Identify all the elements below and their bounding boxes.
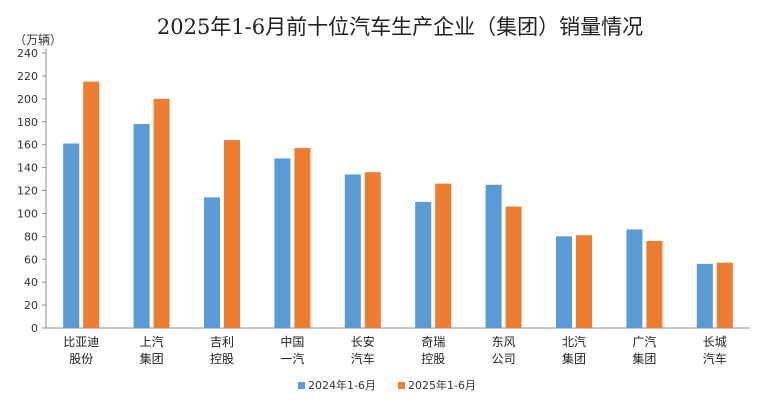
chart-title: 2025年1-6月前十位汽车生产企业（集团）销量情况 — [157, 15, 643, 39]
y-tick-label: 0 — [31, 322, 38, 335]
category-label: 一汽 — [280, 351, 304, 366]
bar-2024-3 — [274, 158, 291, 328]
category-label: 吉利 — [210, 335, 234, 349]
bar-2025-8 — [646, 240, 663, 328]
bar-2025-5 — [435, 183, 452, 328]
category-label: 控股 — [421, 352, 445, 366]
bar-2024-2 — [204, 197, 220, 328]
category-label: 汽车 — [703, 351, 727, 366]
bar-2024-6 — [485, 184, 502, 328]
category-label: 长安 — [351, 334, 375, 349]
y-tick-label: 40 — [24, 276, 38, 289]
category-label: 集团 — [632, 351, 656, 366]
y-tick-label: 20 — [24, 299, 38, 312]
bar-2025-7 — [576, 235, 592, 328]
bar-2025-6 — [505, 206, 522, 328]
bar-2025-0 — [83, 81, 100, 328]
category-label: 汽车 — [351, 351, 375, 366]
bar-2024-0 — [63, 143, 80, 328]
category-label: 集团 — [562, 351, 586, 366]
category-label: 北汽 — [562, 334, 586, 349]
legend-swatch-2024 — [298, 382, 305, 389]
bar-2025-3 — [294, 148, 311, 328]
bars — [63, 81, 733, 329]
category-label: 集团 — [140, 351, 164, 366]
bar-2024-1 — [133, 124, 150, 329]
y-tick-label: 220 — [17, 70, 38, 83]
y-tick-label: 60 — [24, 253, 38, 266]
bar-2025-4 — [364, 172, 381, 328]
bar-2025-1 — [153, 98, 170, 328]
category-label: 长城 — [703, 335, 727, 349]
category-label: 广汽 — [632, 334, 656, 349]
y-unit-label: （万辆） — [14, 33, 62, 47]
legend: 2024年1-6月 2025年1-6月 — [298, 378, 476, 392]
bar-2024-5 — [415, 201, 432, 328]
legend-label-2024: 2024年1-6月 — [308, 378, 376, 392]
bar-2024-8 — [626, 229, 643, 328]
bar-2024-9 — [696, 263, 713, 328]
y-tick-label: 240 — [17, 47, 38, 60]
category-label: 股份 — [69, 352, 93, 366]
category-label: 公司 — [492, 352, 516, 366]
category-label: 比亚迪 — [63, 335, 99, 349]
bar-2025-2 — [224, 140, 240, 328]
y-tick-label: 160 — [17, 139, 38, 152]
y-tick-label: 120 — [17, 185, 38, 198]
y-tick-label: 100 — [17, 207, 38, 220]
legend-label-2025: 2025年1-6月 — [408, 378, 476, 392]
y-tick-label: 80 — [24, 230, 38, 243]
bar-2024-7 — [556, 236, 572, 328]
category-label: 上汽 — [140, 334, 164, 349]
bar-2024-4 — [344, 174, 361, 328]
y-tick-label: 200 — [17, 93, 38, 106]
category-label: 中国 — [280, 334, 304, 349]
bar-2025-9 — [716, 262, 733, 328]
category-label: 控股 — [210, 352, 234, 366]
category-label: 东风 — [492, 335, 516, 349]
y-tick-label: 140 — [17, 162, 38, 175]
category-label: 奇瑞 — [421, 335, 445, 349]
legend-swatch-2025 — [398, 382, 405, 389]
y-tick-label: 180 — [17, 116, 38, 129]
